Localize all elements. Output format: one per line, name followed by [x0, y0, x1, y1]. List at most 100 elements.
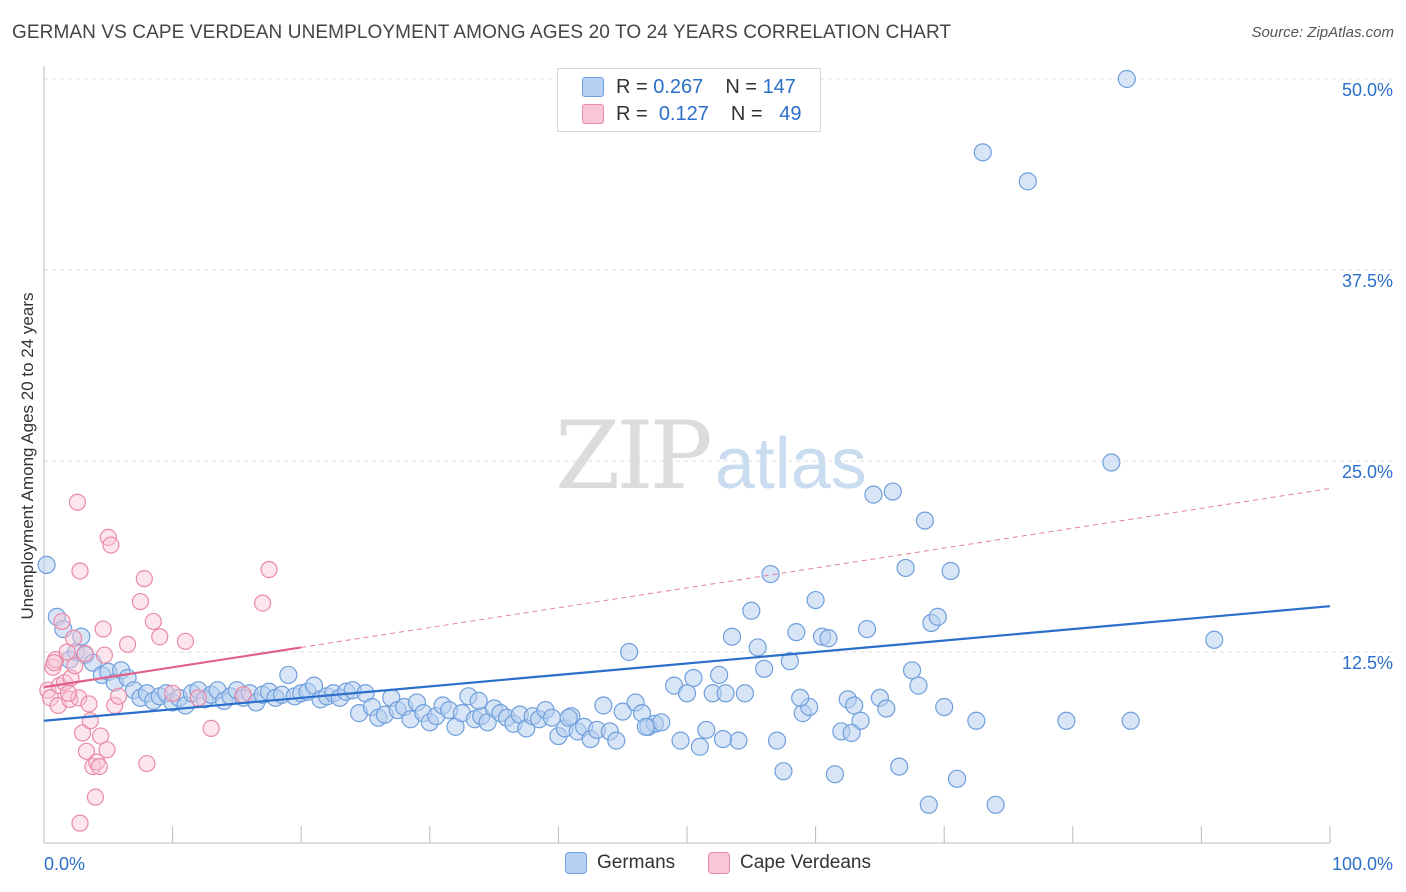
source-label: Source: ZipAtlas.com — [1251, 24, 1394, 41]
cape-verdean-point — [91, 727, 110, 745]
cape-verdean-point — [102, 536, 120, 554]
german-point — [690, 737, 709, 756]
cape-verdean-point — [260, 560, 278, 579]
cape-verdean-point — [71, 562, 89, 580]
cape-verdean-point — [164, 684, 182, 702]
cape-verdean-point — [66, 657, 84, 675]
german-point — [1018, 172, 1037, 191]
german-point — [780, 652, 799, 671]
legend-row-germans: R = 0.267 N = 147 — [582, 75, 796, 99]
y-tick-label: 50.0% — [1342, 80, 1393, 100]
german-point — [986, 795, 1005, 814]
german-point — [767, 731, 787, 750]
german-point — [671, 731, 690, 750]
cape-verdean-point — [70, 689, 88, 707]
bottom-legend-swatch-germans — [565, 852, 587, 874]
cape-verdean-point — [234, 686, 252, 704]
german-point — [1121, 711, 1140, 730]
legend-swatch-germans — [582, 77, 604, 97]
cape-verdean-point — [88, 753, 106, 771]
german-point — [713, 729, 733, 749]
german-point — [928, 607, 947, 626]
german-point — [774, 762, 793, 781]
german-point — [973, 143, 992, 162]
cape-verdean-point — [202, 719, 220, 738]
legend-row-cape-verdeans: R = 0.127 N = 49 — [582, 102, 801, 126]
german-point — [857, 619, 877, 639]
legend-swatch-cape-verdeans — [582, 104, 604, 124]
german-point — [755, 659, 774, 678]
german-point — [613, 702, 632, 721]
german-point — [559, 708, 578, 727]
y-tick-label: 37.5% — [1342, 271, 1393, 291]
german-point — [896, 558, 915, 578]
cape-verdeans-trendline — [43, 646, 302, 689]
german-point — [825, 765, 844, 784]
german-point — [967, 711, 986, 730]
legend-r-value: 0.267 — [653, 75, 704, 98]
cape-verdean-point — [98, 741, 116, 759]
bottom-legend-germans: Germans — [565, 852, 675, 874]
cape-verdean-point — [53, 612, 71, 631]
legend-r-value: 0.127 — [658, 102, 709, 125]
german-point — [1205, 630, 1224, 649]
cape-verdean-point — [95, 646, 114, 664]
cape-verdean-point — [59, 684, 78, 702]
cape-verdean-point — [254, 594, 272, 612]
cape-verdean-point — [76, 644, 94, 663]
german-point — [652, 713, 671, 732]
german-point — [947, 769, 967, 788]
cape-verdean-point — [77, 742, 96, 760]
german-point — [941, 561, 960, 581]
german-point — [845, 696, 864, 715]
legend-r-label: R = — [616, 75, 648, 98]
cape-verdeans-trendline-extension — [301, 488, 1331, 648]
cape-verdean-point — [176, 632, 195, 650]
german-point — [883, 482, 902, 501]
cape-verdean-point — [71, 814, 89, 832]
cape-verdean-point — [151, 628, 169, 646]
german-point — [842, 723, 861, 743]
german-point — [279, 665, 298, 685]
bottom-legend-label-cape-verdeans: Cape Verdeans — [740, 852, 871, 873]
cape-verdean-point — [73, 724, 92, 742]
german-point — [761, 564, 780, 584]
watermark: ZIPatlas — [555, 402, 867, 511]
german-point — [1117, 69, 1136, 89]
german-point — [677, 684, 697, 703]
german-point — [902, 661, 922, 680]
german-point — [877, 699, 896, 718]
german-point — [742, 601, 761, 620]
german-point — [594, 696, 613, 715]
bottom-legend: Germans Cape Verdeans — [0, 852, 1406, 878]
german-point — [729, 731, 748, 750]
german-point — [684, 668, 703, 688]
bottom-legend-label-germans: Germans — [597, 852, 676, 873]
german-point — [806, 590, 825, 610]
cape-verdean-point — [68, 493, 87, 511]
german-point — [919, 795, 938, 814]
legend-r-label: R = — [616, 102, 648, 125]
german-point — [716, 684, 735, 703]
cape-verdean-point — [131, 592, 150, 611]
y-tick-label: 25.0% — [1342, 462, 1393, 482]
german-point — [636, 717, 655, 736]
bottom-legend-swatch-cape-verdeans — [708, 852, 730, 874]
cape-verdean-point — [138, 754, 156, 773]
legend-n-value: 147 — [762, 75, 796, 98]
y-tick-label: 12.5% — [1342, 653, 1393, 673]
cape-verdean-point — [86, 788, 105, 806]
cape-verdean-point — [94, 620, 112, 638]
german-point — [890, 757, 909, 776]
y-axis-label-wrap: Unemployment Among Ages 20 to 24 years — [18, 0, 38, 892]
watermark-atlas: atlas — [714, 424, 867, 504]
bottom-legend-cape-verdeans: Cape Verdeans — [708, 852, 871, 874]
legend-n-label: N = — [725, 75, 757, 98]
german-point — [1057, 711, 1076, 730]
x-tick-label: 0.0% — [44, 854, 85, 874]
german-point — [1102, 453, 1121, 472]
german-point — [915, 511, 935, 530]
chart-title: GERMAN VS CAPE VERDEAN UNEMPLOYMENT AMON… — [12, 22, 952, 43]
cape-verdean-point — [135, 570, 153, 588]
